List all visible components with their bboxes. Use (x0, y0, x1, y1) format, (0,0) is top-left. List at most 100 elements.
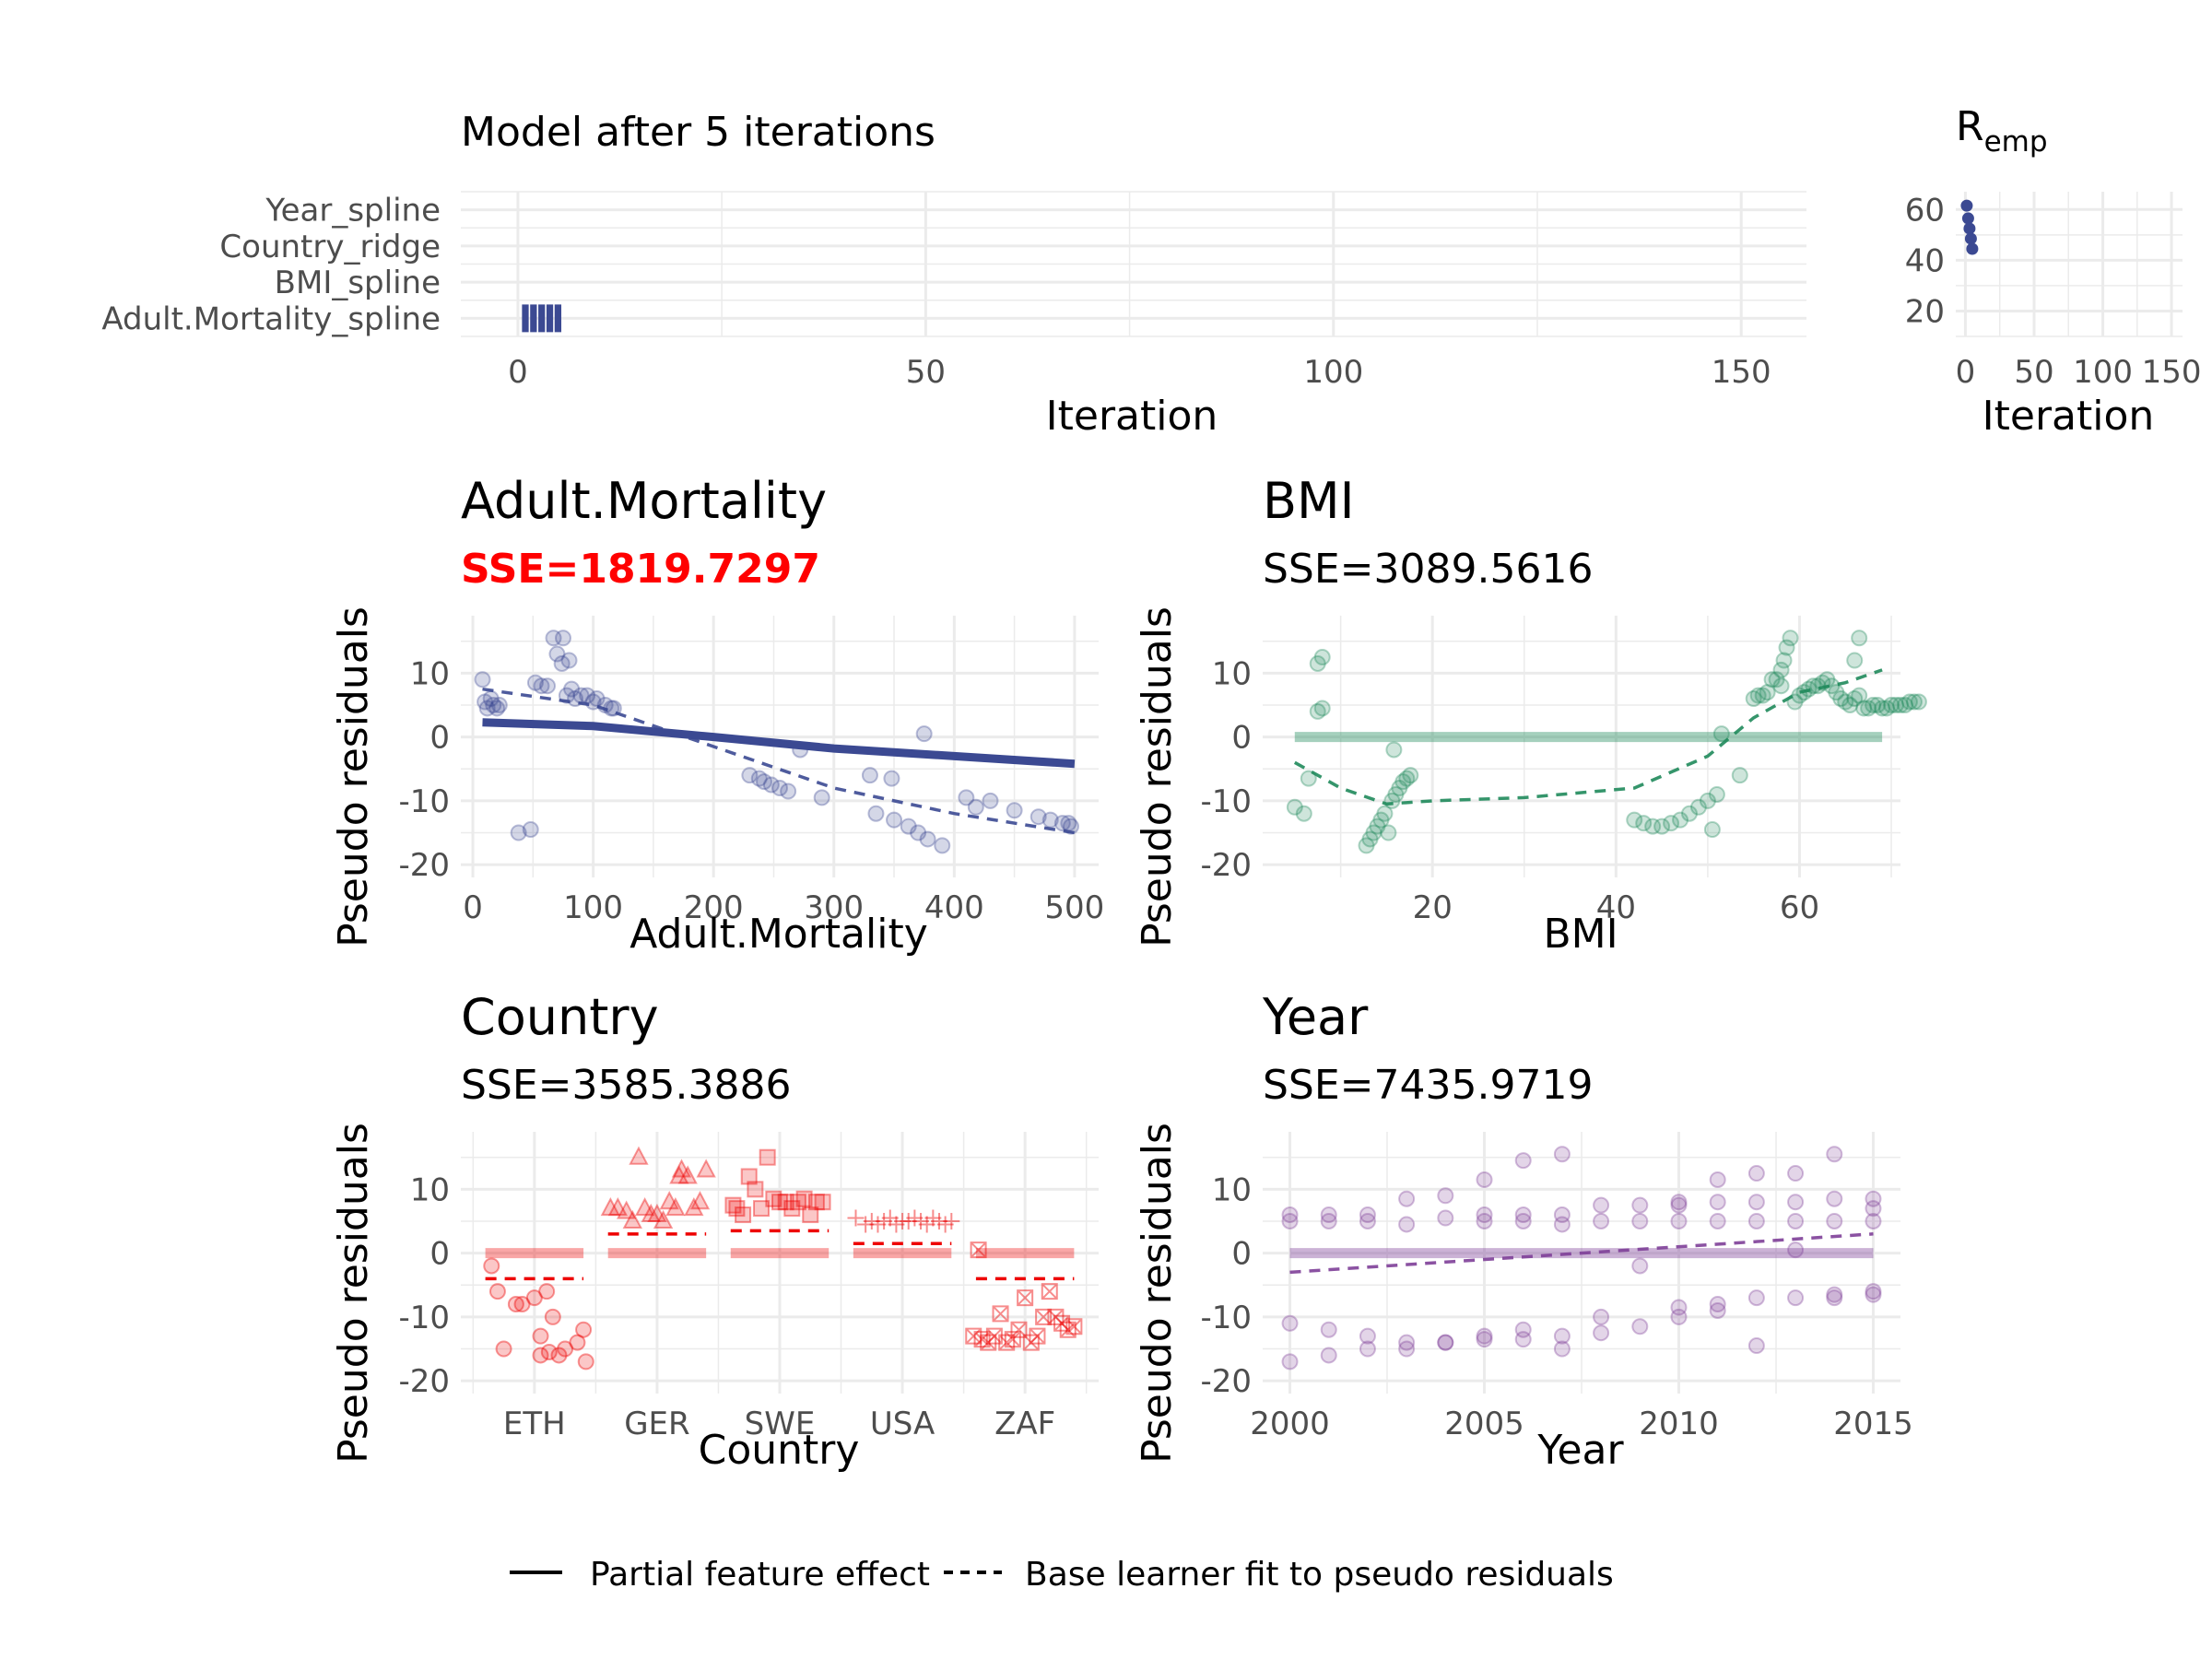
residual-point (912, 1212, 930, 1230)
year-panel: Year SSE=7435.9719 Pseudo residuals 2000… (1134, 988, 1913, 1474)
residual-point (934, 837, 951, 854)
residual-point (1004, 1331, 1021, 1348)
residual-point (765, 1190, 782, 1207)
residual-point (659, 1191, 679, 1210)
residual-point (1295, 805, 1312, 822)
y-tick-label: 10 (1212, 1171, 1252, 1208)
year-x-axis-label: Year (1536, 1427, 1624, 1474)
residual-point (477, 693, 494, 711)
iteration-bar (530, 304, 537, 333)
remp-panel: Remp 0 50 100 150 20 40 60 Iteration (1905, 103, 2202, 440)
residual-point (1437, 1187, 1454, 1205)
residual-point (544, 1308, 561, 1325)
residual-point (1712, 725, 1730, 743)
residual-point (641, 1203, 661, 1223)
residual-point (1787, 1165, 1805, 1182)
residual-point (1865, 1200, 1882, 1218)
residual-point (1865, 1190, 1882, 1207)
residual-point (847, 1209, 865, 1227)
residual-point (1476, 1212, 1493, 1230)
residual-point (1663, 815, 1680, 832)
residual-point (918, 1216, 935, 1233)
adult-mortality-y-axis-label: Pseudo residuals (330, 606, 377, 947)
residual-point (1059, 1321, 1077, 1338)
residual-point (906, 1209, 924, 1227)
residual-point (495, 1340, 512, 1358)
residual-point (490, 696, 508, 713)
residual-point (900, 1212, 917, 1230)
iteration-panel-title: Model after 5 iterations (461, 109, 935, 156)
residual-point (1437, 1209, 1454, 1227)
y-tick-label: -10 (398, 1300, 450, 1336)
residual-point (1851, 687, 1868, 704)
residual-point (588, 690, 606, 708)
residual-point (488, 700, 506, 717)
residual-point (1865, 1286, 1882, 1303)
category-label: Adult.Mortality_spline (101, 300, 441, 337)
residual-point (600, 1196, 621, 1217)
residual-point (883, 770, 900, 787)
residual-point (689, 1191, 711, 1210)
legend: Partial feature effect Base learner fit … (510, 1556, 1614, 1594)
y-tick-label: -20 (1200, 847, 1252, 884)
residual-point (1553, 1327, 1571, 1345)
residual-point (1320, 1347, 1337, 1364)
bmi-sse: SSE=3089.5616 (1263, 546, 1593, 593)
residual-point (1747, 1212, 1765, 1230)
residual-point (982, 792, 999, 809)
residual-point (1281, 1353, 1299, 1371)
residual-point (741, 767, 759, 784)
residual-point (771, 780, 788, 797)
residual-point (1398, 1340, 1416, 1358)
y-tick-label: 20 (1905, 293, 1945, 330)
residual-point (1385, 741, 1403, 759)
y-tick-label: 10 (410, 655, 450, 692)
y-tick-label: 10 (1212, 655, 1252, 692)
residual-point (1905, 693, 1923, 711)
x-tick-label: 150 (2142, 354, 2202, 391)
residual-point (510, 824, 527, 841)
x-tick-label: 0 (1956, 354, 1976, 391)
residual-point (857, 1216, 875, 1233)
residual-point (1320, 1321, 1337, 1338)
residual-point (1680, 805, 1698, 822)
residual-point (1837, 693, 1854, 711)
y-tick-label: -10 (1200, 1300, 1252, 1336)
remp-title-subscript: emp (1984, 125, 2048, 159)
residual-point (1747, 1194, 1765, 1211)
country-x-axis-label: Country (699, 1427, 860, 1474)
residual-point (1029, 1327, 1046, 1345)
x-tick-label: 2000 (1250, 1406, 1330, 1442)
residual-point (1030, 808, 1047, 826)
residual-point (1855, 700, 1873, 717)
remp-point (1966, 242, 1979, 255)
residual-point (1514, 1212, 1532, 1230)
residual-point (998, 1334, 1016, 1351)
residual-point (1320, 1206, 1337, 1224)
residual-point (1865, 1212, 1882, 1230)
residual-point (1047, 1308, 1065, 1325)
residual-point (1699, 792, 1716, 809)
residual-point (724, 1196, 742, 1214)
legend-item-partial-effect: Partial feature effect (590, 1556, 930, 1594)
residual-point (1709, 1194, 1726, 1211)
residual-point (513, 1296, 531, 1313)
iteration-panel: Model after 5 iterations 0 50 100 150 Year_s… (101, 109, 1806, 440)
residual-point (1391, 780, 1408, 797)
remp-x-axis-label: Iteration (1983, 393, 2155, 440)
residual-point (677, 1165, 698, 1184)
bmi-title: BMI (1263, 472, 1355, 530)
x-tick-label: 100 (2073, 354, 2133, 391)
x-tick-label: 0 (508, 354, 528, 391)
country-sse: SSE=3585.3886 (461, 1062, 791, 1109)
residual-point (554, 629, 571, 647)
x-tick-label: USA (870, 1406, 935, 1442)
residual-point (1359, 1212, 1376, 1230)
residual-point (1869, 696, 1887, 713)
residual-point (1631, 1196, 1649, 1214)
residual-point (869, 1216, 887, 1233)
residual-point (1910, 693, 1927, 711)
residual-point (1369, 818, 1386, 835)
residual-point (1514, 1206, 1532, 1224)
